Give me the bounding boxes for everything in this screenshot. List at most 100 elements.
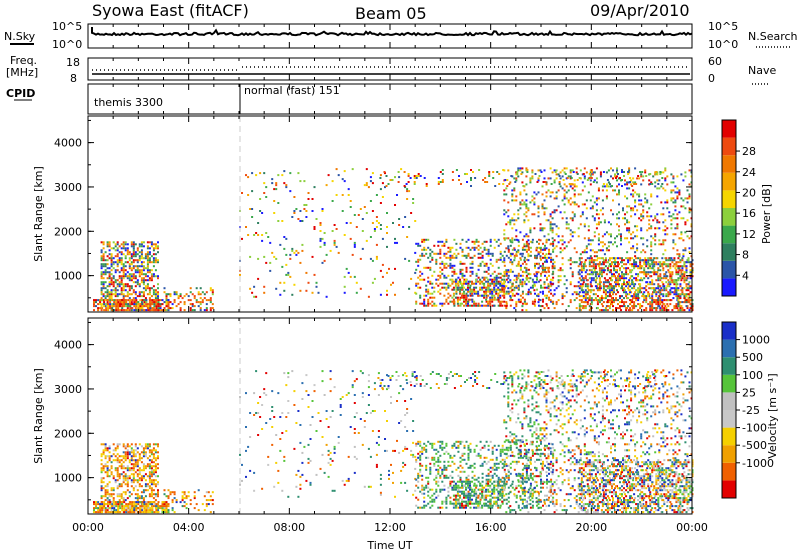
power-cell: [691, 309, 694, 312]
power-cell: [456, 296, 459, 299]
power-cell: [673, 291, 676, 294]
power-cell: [465, 282, 468, 285]
power-cell: [547, 177, 550, 180]
power-cell: [608, 299, 611, 302]
power-cell: [509, 252, 512, 255]
power-cell: [441, 304, 444, 307]
power-cell: [403, 171, 406, 173]
power-cell: [555, 191, 558, 194]
power-cell: [529, 181, 532, 184]
velocity-cell: [139, 507, 142, 510]
power-cell: [475, 304, 478, 307]
power-cell: [481, 242, 484, 245]
power-cell: [511, 285, 514, 288]
power-cell: [126, 295, 129, 298]
power-cell: [413, 177, 416, 179]
power-cell: [353, 243, 356, 246]
power-cell: [439, 292, 442, 295]
power-cell: [674, 209, 677, 212]
power-cell: [680, 279, 683, 282]
power-cell: [479, 288, 482, 291]
power-cell: [673, 263, 676, 266]
velocity-cell: [140, 497, 143, 500]
power-colorbar-tick-label: 16: [742, 207, 756, 220]
power-cell: [443, 262, 446, 265]
power-cell: [672, 201, 675, 204]
power-cell: [578, 309, 581, 312]
power-cell: [684, 207, 687, 210]
velocity-cell: [145, 501, 148, 504]
velocity-cell: [148, 471, 151, 474]
power-cell: [547, 267, 550, 270]
power-cell: [559, 211, 562, 214]
power-cell: [552, 270, 555, 273]
power-cell: [659, 303, 662, 306]
power-cell: [419, 278, 422, 281]
power-cell: [525, 215, 528, 218]
power-cell: [140, 265, 143, 268]
power-cell: [534, 256, 537, 259]
power-cell: [645, 275, 648, 278]
power-cell: [546, 256, 549, 259]
power-cell: [553, 307, 556, 310]
power-cell: [459, 282, 462, 285]
velocity-cell: [110, 495, 113, 498]
power-cell: [489, 258, 492, 261]
power-cell: [148, 287, 151, 290]
power-cell: [110, 263, 113, 266]
power-cell: [631, 269, 634, 272]
power-cell: [607, 181, 610, 184]
power-cell: [128, 297, 131, 300]
power-cell: [487, 252, 490, 255]
power-cell: [558, 175, 561, 177]
power-cell: [595, 203, 598, 206]
power-cell: [687, 287, 690, 290]
power-cell: [648, 207, 651, 210]
power-cell: [600, 297, 603, 300]
power-cell: [659, 173, 662, 175]
power-cell: [461, 286, 464, 289]
power-cell: [392, 281, 395, 284]
power-cell: [624, 179, 627, 182]
power-cell: [659, 291, 662, 294]
power-cell: [261, 234, 264, 236]
power-cell: [619, 307, 622, 310]
power-cell: [205, 309, 208, 312]
velocity-cell: [157, 493, 160, 496]
power-cell: [653, 257, 656, 260]
power-cell: [628, 293, 631, 296]
power-cell: [120, 251, 123, 254]
power-cell: [499, 302, 502, 305]
power-cell: [542, 268, 545, 271]
power-cell: [517, 260, 520, 263]
power-cell: [534, 264, 537, 267]
power-cell: [443, 254, 446, 257]
power-cell: [555, 169, 558, 172]
power-cell: [485, 294, 488, 297]
power-cell: [451, 266, 454, 269]
power-cell: [539, 265, 542, 268]
power-cell: [427, 280, 430, 283]
power-cell: [681, 273, 684, 276]
power-cell: [555, 287, 558, 290]
power-cell: [347, 271, 350, 274]
power-cell: [175, 305, 178, 308]
power-cell: [683, 281, 686, 284]
power-cell: [563, 203, 566, 206]
power-cell: [683, 287, 686, 290]
power-cell: [419, 270, 422, 273]
power-cell: [261, 212, 264, 214]
power-cell: [136, 249, 139, 252]
power-cell: [159, 309, 162, 312]
power-cell: [544, 244, 547, 247]
power-cell: [645, 175, 648, 177]
power-cell: [633, 277, 636, 280]
power-cell: [379, 228, 382, 230]
power-cell: [624, 217, 627, 220]
power-cell: [672, 239, 675, 242]
power-cell: [553, 211, 556, 214]
power-cell: [561, 217, 564, 220]
power-cell: [607, 265, 610, 268]
power-cell: [123, 301, 126, 304]
power-cell: [544, 256, 547, 259]
